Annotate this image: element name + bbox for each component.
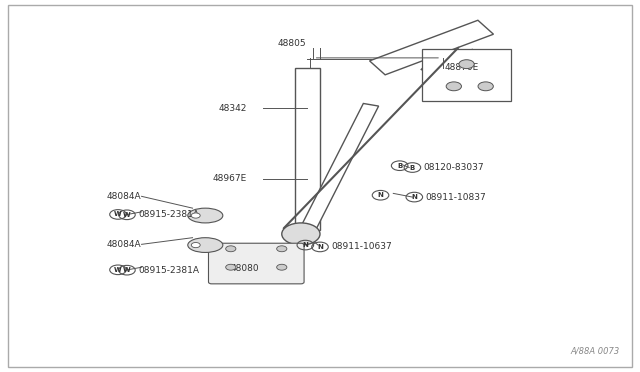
Text: 48080: 48080 [231,264,259,273]
Text: 08911-10637: 08911-10637 [332,243,392,251]
Circle shape [478,82,493,91]
Polygon shape [300,103,379,232]
Circle shape [446,82,461,91]
Circle shape [276,264,287,270]
Text: B: B [397,163,403,169]
Circle shape [226,246,236,252]
Text: 08915-2381A: 08915-2381A [138,210,200,219]
Text: N: N [317,244,323,250]
Text: N: N [303,242,308,248]
Text: 48342: 48342 [218,104,246,113]
Ellipse shape [282,223,320,245]
Text: N: N [378,192,383,198]
Text: W: W [114,211,122,217]
FancyBboxPatch shape [209,243,304,284]
Text: 08911-10837: 08911-10837 [426,193,486,202]
Circle shape [191,213,200,218]
Ellipse shape [188,208,223,223]
Text: 08120-83037: 08120-83037 [424,163,484,172]
Circle shape [226,264,236,270]
Text: 48805: 48805 [278,39,307,48]
Text: 48084A: 48084A [106,192,141,201]
Text: 08915-2381A: 08915-2381A [138,266,200,275]
Text: W: W [114,267,122,273]
Text: 48870E: 48870E [444,63,479,72]
Text: W: W [123,212,131,218]
Bar [422,49,511,101]
Polygon shape [369,20,493,75]
Circle shape [191,243,200,248]
Circle shape [459,60,474,68]
Circle shape [276,246,287,252]
Text: 48084A: 48084A [106,240,141,249]
Text: A/88A 0073: A/88A 0073 [570,347,620,356]
Text: B: B [410,164,415,170]
Ellipse shape [188,238,223,253]
Text: W: W [123,267,131,273]
Bar [294,68,320,230]
Text: N: N [412,194,417,200]
Text: 48967E: 48967E [212,174,246,183]
